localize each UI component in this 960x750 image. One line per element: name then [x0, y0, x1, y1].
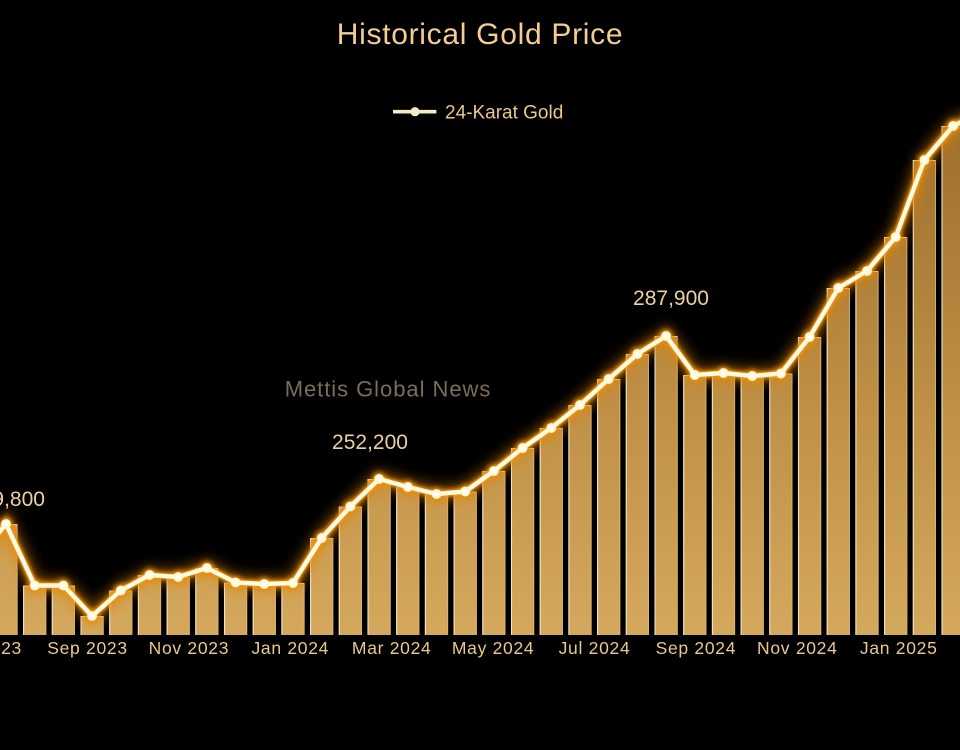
svg-text:239,800: 239,800 [0, 488, 45, 511]
svg-text:Mar 2024: Mar 2024 [352, 638, 432, 658]
svg-text:Jul 2023: Jul 2023 [0, 638, 22, 658]
svg-text:Sep 2023: Sep 2023 [47, 638, 128, 658]
svg-text:287,900: 287,900 [633, 287, 709, 310]
svg-text:May 2024: May 2024 [452, 638, 534, 658]
svg-text:Jan 2024: Jan 2024 [251, 638, 329, 658]
svg-text:Nov 2024: Nov 2024 [757, 638, 838, 658]
svg-text:Mettis Global News: Mettis Global News [285, 377, 492, 402]
svg-text:Jul 2024: Jul 2024 [559, 638, 631, 658]
svg-text:Nov 2023: Nov 2023 [149, 638, 230, 658]
svg-text:24-Karat Gold: 24-Karat Gold [445, 103, 563, 124]
svg-text:Sep 2024: Sep 2024 [656, 638, 737, 658]
svg-text:Jan 2025: Jan 2025 [860, 638, 938, 658]
svg-text:Historical Gold Price: Historical Gold Price [337, 18, 623, 51]
svg-text:252,200: 252,200 [332, 431, 408, 454]
